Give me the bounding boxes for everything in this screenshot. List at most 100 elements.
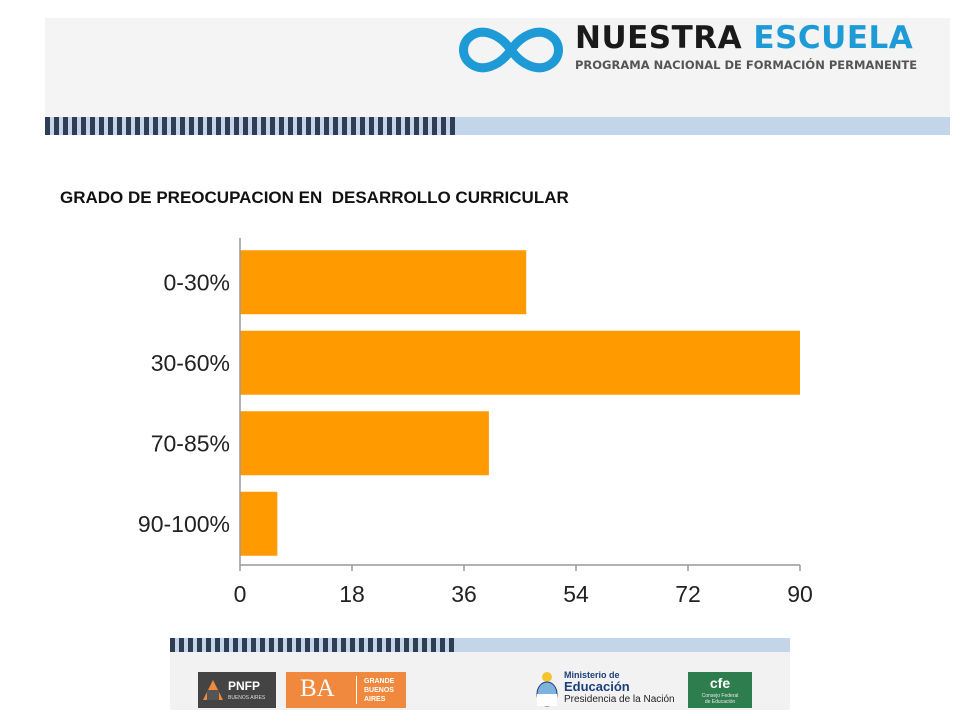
stripe-dash (179, 638, 184, 652)
stripe-dash (413, 638, 418, 652)
stripe-dash (296, 638, 301, 652)
logo-name: NUESTRA ESCUELA (575, 20, 914, 56)
stripe-dash (414, 117, 419, 135)
stripe-dash (422, 638, 427, 652)
stripe-dash (45, 117, 50, 135)
stripe-dash (251, 638, 256, 652)
stripe-dash (404, 638, 409, 652)
stripe-dash (341, 638, 346, 652)
stripe-dash (360, 117, 365, 135)
stripe-dash (188, 638, 193, 652)
stripe-dash (216, 117, 221, 135)
cfe-logo: cfe Consejo Federal de Educación (688, 672, 752, 708)
stripe-dash (432, 117, 437, 135)
page-title: GRADO DE PREOCUPACION EN DESARROLLO CURR… (60, 188, 569, 207)
stripe-dash (261, 117, 266, 135)
stripe-dash (234, 117, 239, 135)
ministerio-line-3: Presidencia de la Nación (564, 694, 675, 705)
y-tick-label: 90-100% (138, 511, 230, 537)
ministerio-logo: Ministerio de Educación Presidencia de l… (534, 668, 675, 710)
cfe-text: cfe (709, 675, 731, 691)
stripe-dash (333, 117, 338, 135)
stripe-dash (198, 117, 203, 135)
stripe-dash (99, 117, 104, 135)
stripe-dash (314, 638, 319, 652)
stripe-dash (215, 638, 220, 652)
stripe-dash (207, 117, 212, 135)
ba-text: BA (300, 675, 335, 702)
stripe-dash (90, 117, 95, 135)
stripe-dash (423, 117, 428, 135)
stripe-dash (72, 117, 77, 135)
bar-2 (240, 411, 489, 476)
stripe-dash (288, 117, 293, 135)
x-tick-label: 54 (563, 581, 589, 607)
stripe-dash (440, 638, 445, 652)
stripe-dash (369, 117, 374, 135)
stripe-dash (386, 638, 391, 652)
bar-1 (240, 330, 800, 395)
stripe-dash (170, 638, 175, 652)
stripe-dash (189, 117, 194, 135)
stripe-dash (135, 117, 140, 135)
stripe-dash (323, 638, 328, 652)
bar-chart: 0-30% 30-60% 70-85% 90-100% 0 18 36 54 72 90 (138, 238, 813, 607)
bar-3 (240, 491, 278, 556)
stripe-dash (269, 638, 274, 652)
stripe-dash (350, 638, 355, 652)
ba-side-line-1: GRANDE (364, 678, 395, 685)
y-tick-label: 0-30% (164, 269, 230, 295)
stripe-dash (108, 117, 113, 135)
stripe-dash (377, 638, 382, 652)
stripe-dash (224, 638, 229, 652)
stripe-dash (197, 638, 202, 652)
header-stripe (45, 117, 950, 135)
ministerio-line-1: Ministerio de (564, 670, 620, 680)
stripe-dash (396, 117, 401, 135)
footer-stripe (170, 638, 790, 652)
stripe-dash (260, 638, 265, 652)
stripe-dash (405, 117, 410, 135)
coat-of-arms-icon (536, 672, 558, 707)
stripe-dash (126, 117, 131, 135)
x-tick-label: 36 (451, 581, 477, 607)
stripe-dash (153, 117, 158, 135)
stripe-dash (287, 638, 292, 652)
stripe-dash (324, 117, 329, 135)
stripe-dash (242, 638, 247, 652)
stripe-dash (252, 117, 257, 135)
stripe-dash (206, 638, 211, 652)
ba-logo: BA GRANDE BUENOS AIRES (286, 672, 406, 708)
stripe-dash (332, 638, 337, 652)
stripe-dash (306, 117, 311, 135)
bar-0 (240, 250, 527, 315)
y-tick-label: 70-85% (151, 430, 230, 456)
cfe-subtext-2: de Educación (704, 699, 736, 705)
pnfp-mark-icon (203, 680, 223, 700)
stripe-dash (144, 117, 149, 135)
ba-divider (356, 676, 357, 704)
stripe-dash (450, 117, 455, 135)
x-tick-label: 0 (234, 581, 247, 607)
stripe-dash (368, 638, 373, 652)
stripe-dash (315, 117, 320, 135)
logo-subtitle: PROGRAMA NACIONAL DE FORMACIÓN PERMANENT… (575, 58, 918, 72)
stripe-dash (441, 117, 446, 135)
cfe-subtext-1: Consejo Federal (701, 693, 739, 699)
stripe-dash (431, 638, 436, 652)
nuestra-escuela-logo: NUESTRA ESCUELA PROGRAMA NACIONAL DE FOR… (455, 20, 918, 80)
stripe-dash (162, 117, 167, 135)
stripe-dash (387, 117, 392, 135)
pnfp-subtext: BUENOS AIRES (228, 695, 266, 701)
stripe-dash (54, 117, 59, 135)
stripe-dash (342, 117, 347, 135)
stripe-dash (180, 117, 185, 135)
infinity-icon (459, 27, 563, 73)
stripe-dash (243, 117, 248, 135)
stripe-dash (351, 117, 356, 135)
pnfp-logo: PNFP BUENOS AIRES (198, 672, 276, 708)
x-tick-label: 72 (675, 581, 701, 607)
stripe-dash (297, 117, 302, 135)
y-tick-label: 30-60% (151, 350, 230, 376)
stripe-dash (117, 117, 122, 135)
